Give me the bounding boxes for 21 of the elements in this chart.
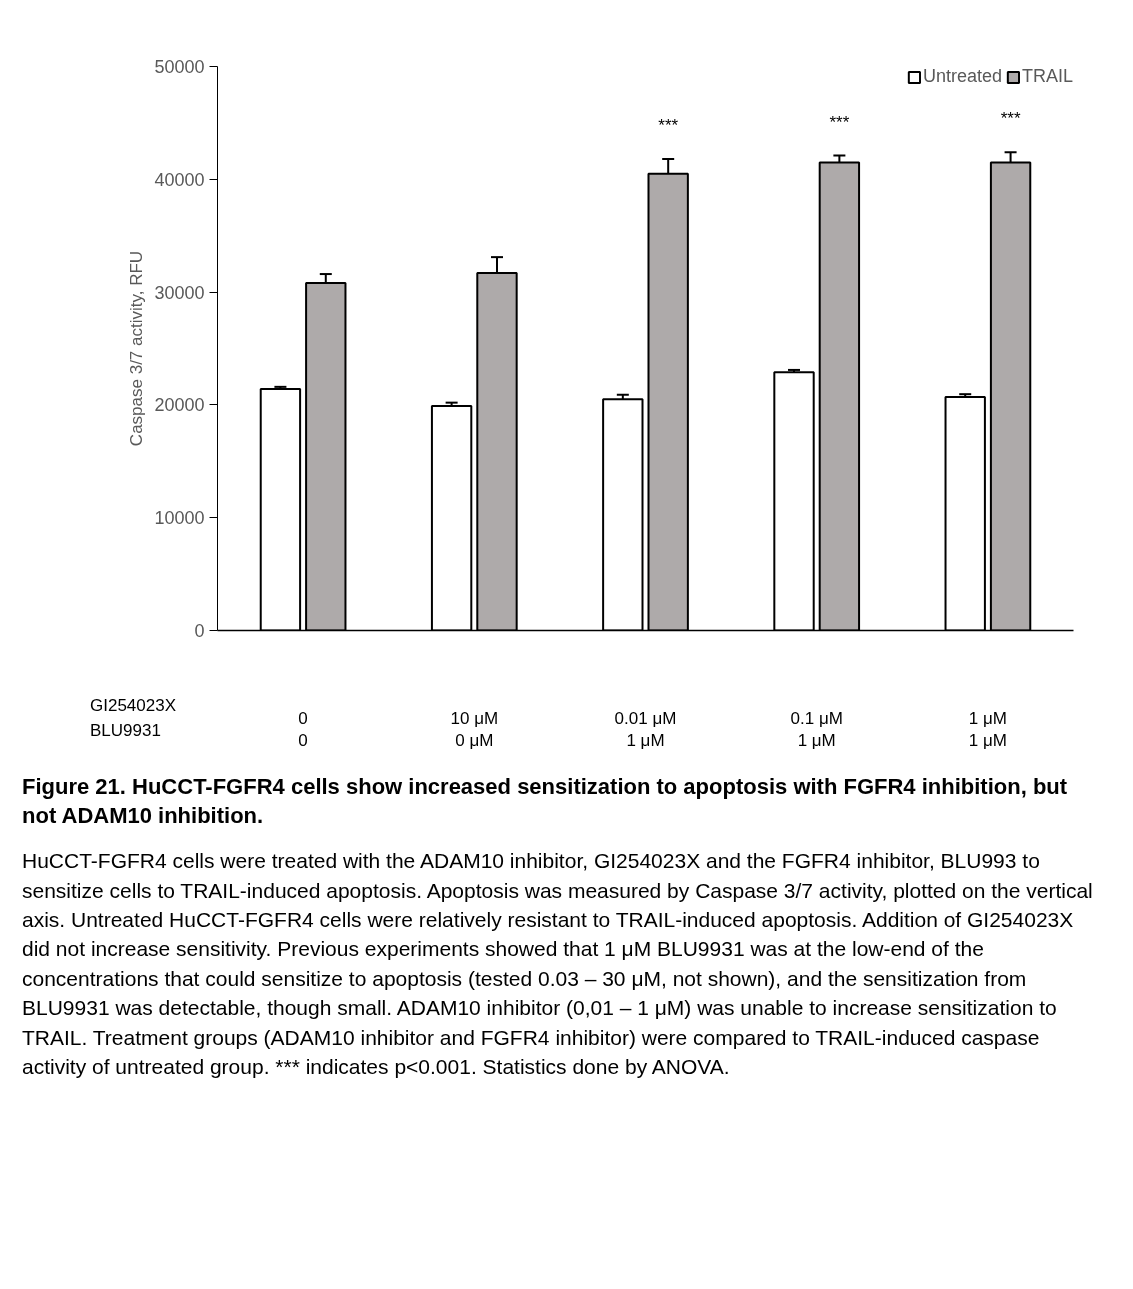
data-label: ***: [829, 112, 850, 132]
text: Figure 21. HuCCT-FGFR4 cells show increased sensitization to apoptosis with FGFR4 inhibition, but not ADAM10 inhibition.: [22, 773, 1069, 830]
data-label: ***: [1000, 109, 1021, 129]
data-label: ***: [658, 116, 679, 135]
y-tick-label: 20000: [154, 395, 205, 416]
y-tick-label: 30000: [154, 282, 205, 303]
text: GI254023X: [90, 695, 177, 717]
x-tick-label: 0.1 μM 1 μM: [790, 708, 843, 751]
text: HuCCT-FGFR4 cells were treated with the ADAM10 inhibitor, GI254023X and the FGFR4 inhibitor, BLU993 to sensitize cells to TRAIL-induced apoptosis. Apoptosis was measured by Caspase 3/7 activity, plotted on the vertical axis. Untreated HuCCT-FGFR4 cells were relatively resistant to TRAIL-induced apoptosis. Addition of GI254023X did not increase sensitivity. Previous experiments showed that 1 μM BLU9931 was at the low-end of the concentrations that could sensitize to apoptosis (tested 0.03 – 30 μM, not shown), and the sensitization from BLU9931 was detectable, though small. ADAM10 inhibitor (0,01 – 1 μM) was unable to increase sensitization to TRAIL. Treatment groups (ADAM10 inhibitor and FGFR4 inhibitor) were compared to TRAIL-induced caspase activity of untreated group. *** indicates p<0.001. Statistics done by ANOVA.: [22, 848, 1094, 1080]
y-tick-label: 40000: [154, 169, 205, 190]
x-tick-label: 10 μM 0 μM: [450, 708, 499, 751]
legend-label: Untreated: [922, 66, 1002, 87]
y-tick-label: 50000: [154, 57, 205, 77]
text: BLU9931: [90, 720, 162, 742]
x-tick-label: 0.01 μM 1 μM: [614, 708, 677, 751]
y-tick-label: 10000: [154, 508, 205, 529]
y-axis-title: Caspase 3/7 activity, RFU: [127, 250, 147, 447]
legend-label: TRAIL: [1021, 66, 1073, 87]
x-tick-label: 1 μM 1 μM: [968, 708, 1007, 751]
y-tick-label: 0: [194, 621, 205, 641]
x-tick-label: 0 0: [298, 708, 308, 751]
